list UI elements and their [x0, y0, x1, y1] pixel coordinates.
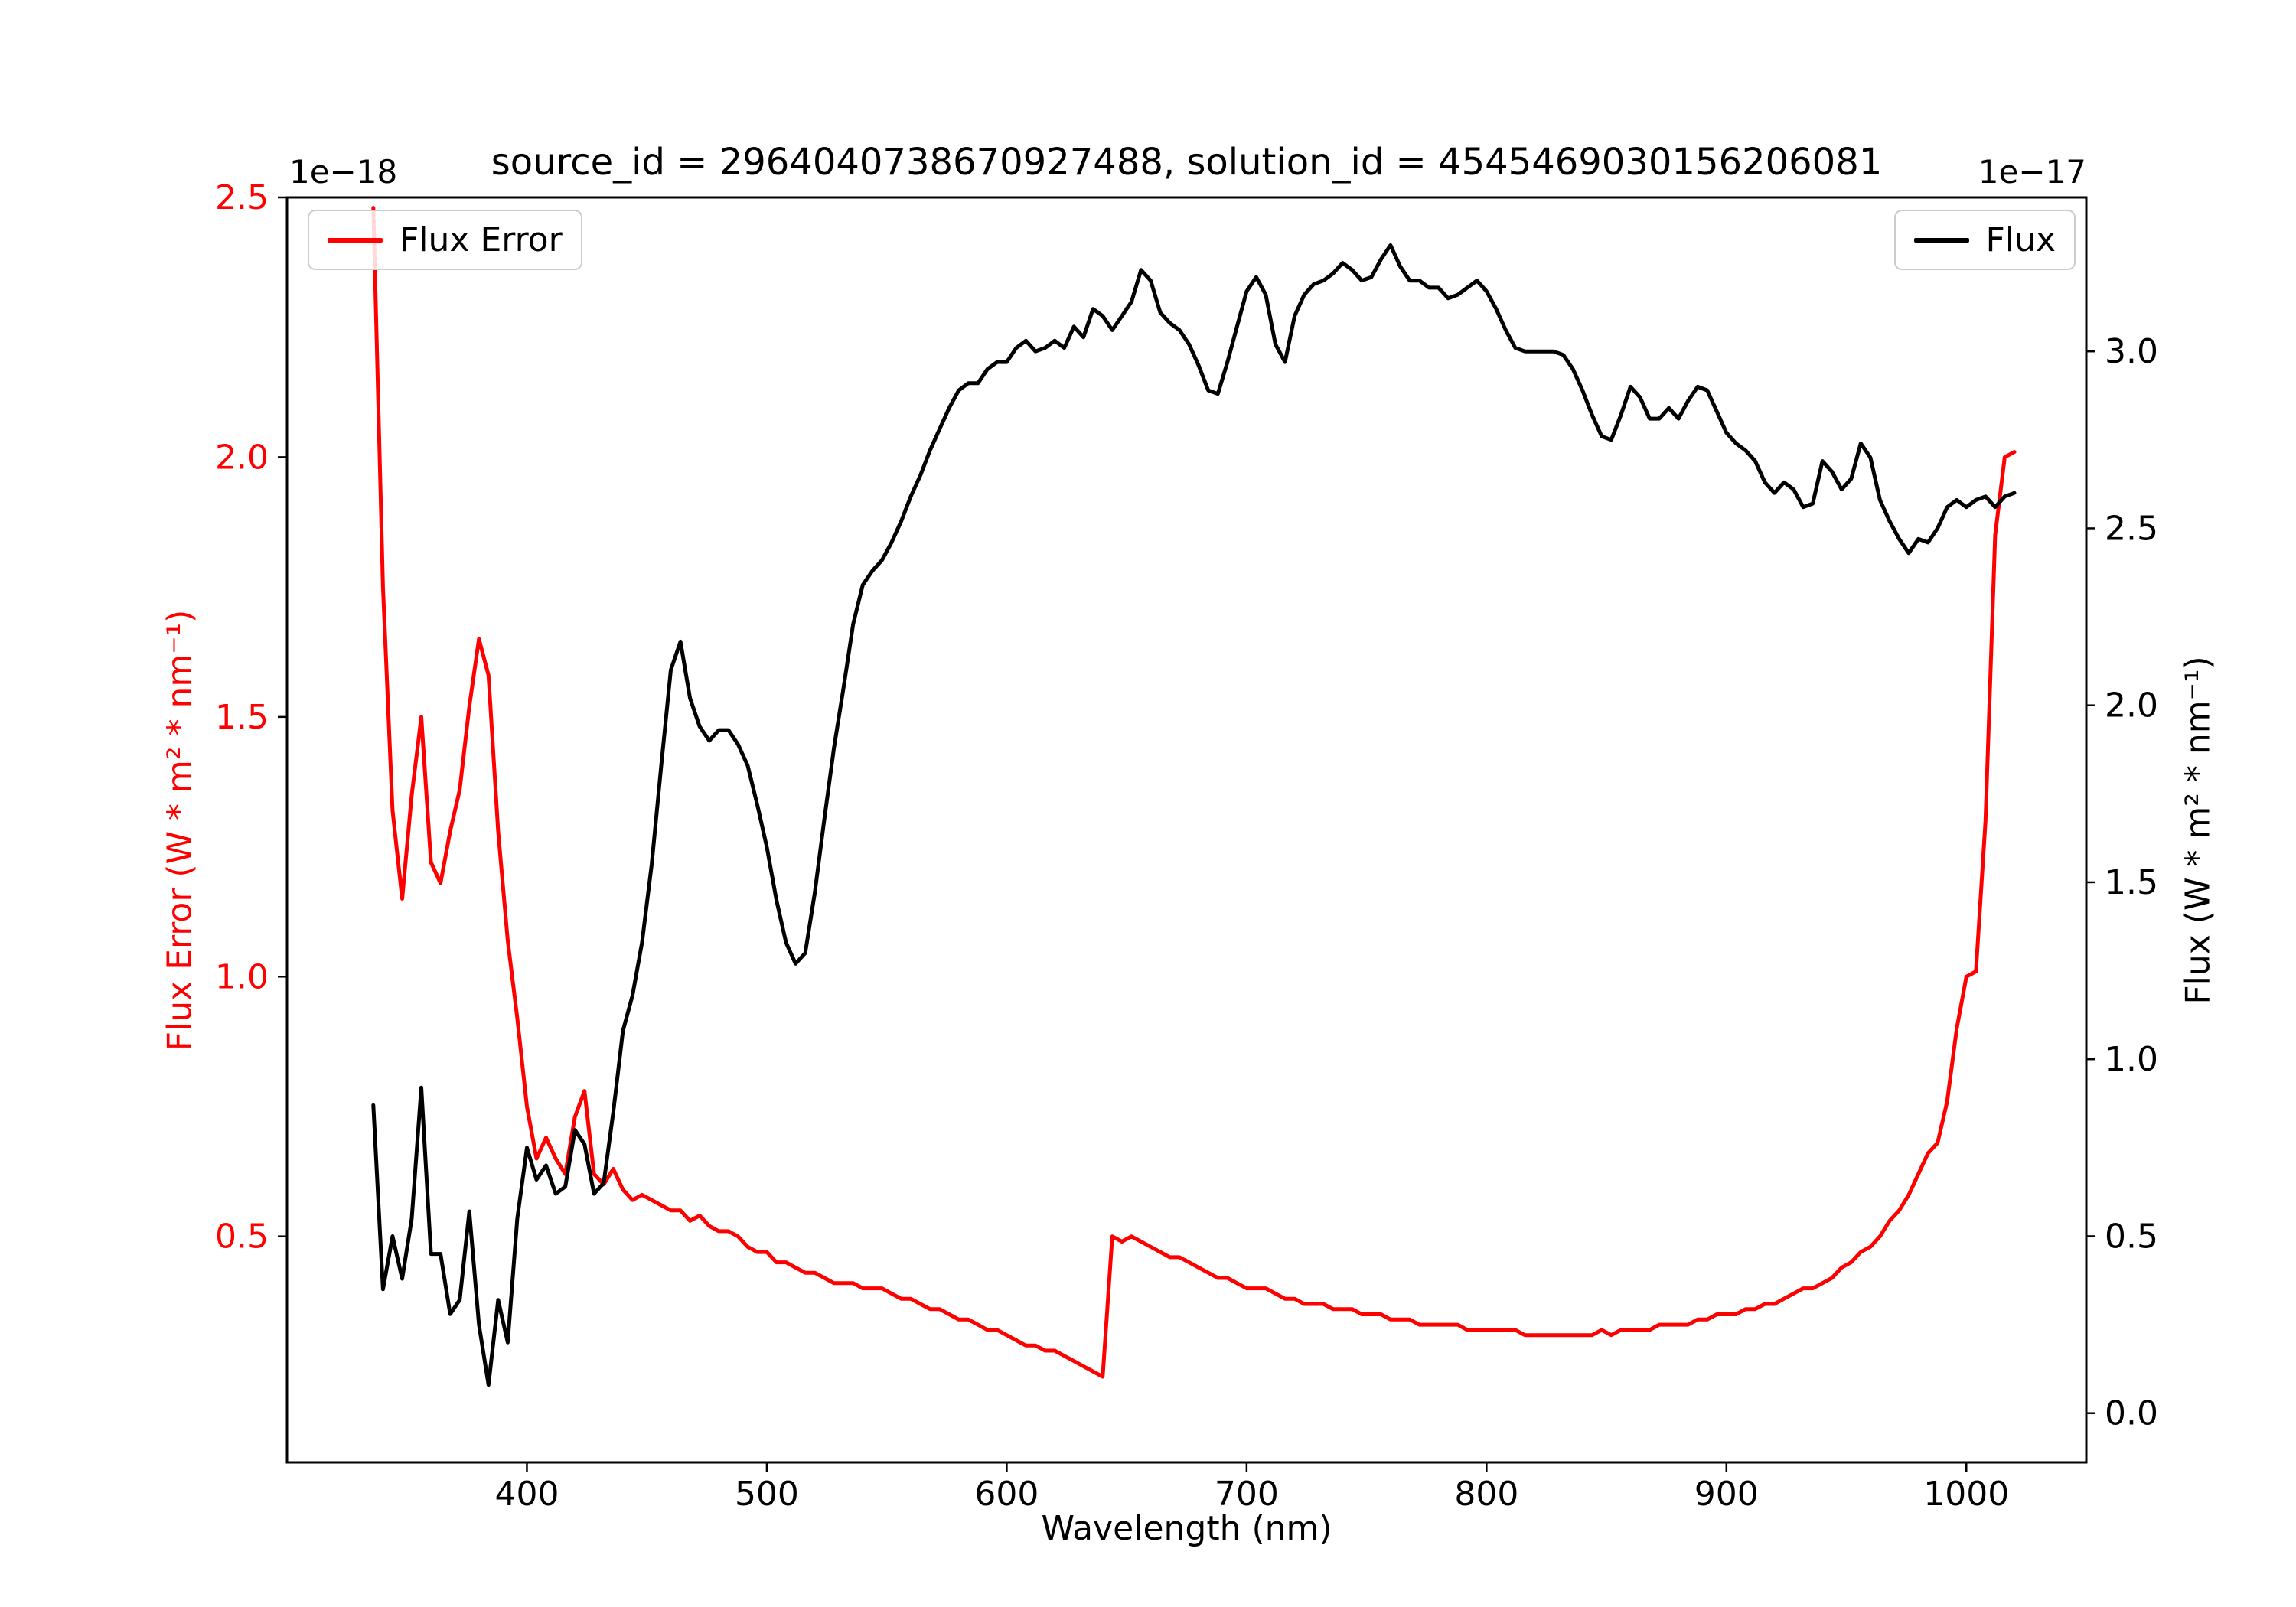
right-y-tick-label: 2.0	[2105, 686, 2158, 725]
right-y-tick-label: 0.0	[2105, 1394, 2158, 1433]
legend-flux-error: Flux Error	[308, 210, 582, 270]
x-axis-label: Wavelength (nm)	[1041, 1509, 1332, 1548]
x-tick-label: 1000	[1923, 1475, 2009, 1514]
flux-line	[371, 243, 2017, 1387]
right-y-tick-label: 1.0	[2105, 1040, 2158, 1079]
x-tick-label: 400	[494, 1475, 559, 1514]
left-y-tick-label: 1.5	[215, 698, 269, 737]
left-y-axis-label: Flux Error (W * m² * nm⁻¹)	[160, 609, 200, 1051]
axes-spines	[285, 196, 2088, 1464]
x-tick-label: 600	[974, 1475, 1039, 1514]
left-axis-offset-text: 1e−18	[289, 153, 398, 191]
left-y-tick-label: 2.0	[215, 438, 269, 477]
legend-flux-error-label: Flux Error	[400, 220, 563, 259]
right-axis-offset-text: 1e−17	[1978, 153, 2086, 191]
left-y-tick-label: 1.0	[215, 957, 269, 996]
left-y-tick-label: 2.5	[215, 178, 269, 217]
right-y-tick-label: 2.5	[2105, 509, 2158, 548]
legend-flux: Flux	[1893, 210, 2076, 270]
legend-flux-label: Flux	[1985, 220, 2056, 259]
right-y-tick-label: 3.0	[2105, 332, 2158, 371]
plot-title: source_id = 2964040738670927488, solutio…	[491, 141, 1883, 184]
left-y-tick-label: 0.5	[215, 1217, 269, 1257]
x-tick-label: 700	[1215, 1475, 1279, 1514]
flux-error-line-sample	[328, 237, 383, 243]
right-y-axis-label: Flux (W * m² * nm⁻¹)	[2178, 656, 2218, 1005]
right-y-tick-label: 1.5	[2105, 863, 2158, 902]
flux-line-sample	[1913, 237, 1969, 243]
right-y-tick-label: 0.5	[2105, 1217, 2158, 1256]
x-tick-label: 500	[735, 1475, 799, 1514]
x-tick-label: 900	[1694, 1475, 1759, 1514]
x-tick-label: 800	[1454, 1475, 1518, 1514]
flux-error-line	[371, 206, 2017, 1379]
